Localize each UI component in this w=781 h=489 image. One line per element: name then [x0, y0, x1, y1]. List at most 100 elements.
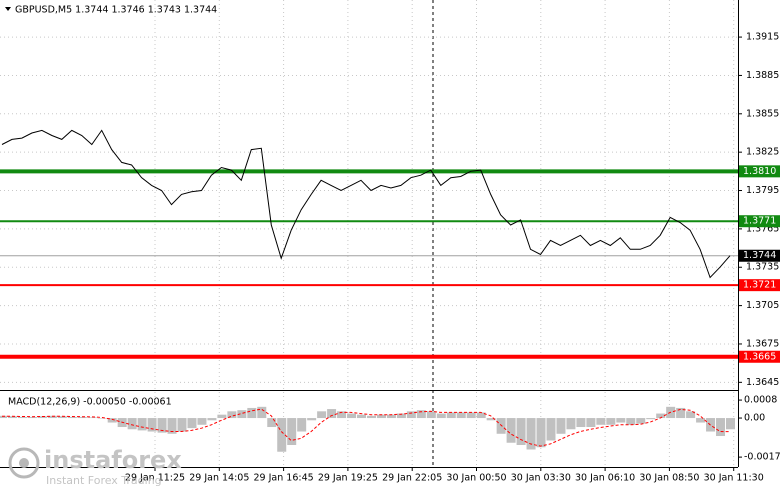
macd-bar	[596, 418, 606, 425]
macd-bar	[456, 412, 466, 419]
macd-bar	[127, 418, 137, 430]
level-label-box	[739, 165, 780, 178]
macd-bar	[386, 414, 396, 419]
macd-bar	[67, 416, 77, 419]
macd-bar	[217, 414, 227, 419]
macd-bar	[406, 411, 416, 419]
macd-bar	[247, 407, 257, 419]
macd-bar	[307, 418, 317, 421]
macd-bar	[0, 415, 7, 419]
macd-bar	[107, 418, 117, 423]
macd-bar	[227, 411, 237, 419]
macd-bar	[337, 411, 347, 419]
macd-bar	[396, 413, 406, 419]
x-tick-label: 30 Jan 03:30	[511, 473, 571, 484]
macd-bar	[197, 418, 207, 425]
macd-bar	[57, 416, 67, 419]
macd-bar	[27, 416, 37, 419]
level-label-box	[739, 350, 780, 363]
y-tick-label: 1.3705	[746, 300, 779, 311]
x-tick-label: 29 Jan 14:05	[189, 473, 249, 484]
level-label-box	[739, 215, 780, 228]
macd-bar	[656, 413, 666, 419]
chart-title: GBPUSD,M5 1.3744 1.3746 1.3743 1.3744	[15, 5, 217, 16]
y-tick-label: 1.3855	[746, 108, 779, 119]
macd-bar	[297, 418, 307, 432]
macd-bar	[516, 418, 526, 445]
macd-tick-label: 0.00	[744, 413, 765, 424]
macd-bar	[366, 415, 376, 419]
x-tick-label: 30 Jan 00:50	[446, 473, 506, 484]
x-tick-label: 30 Jan 08:50	[639, 473, 699, 484]
level-label: 1.3744	[743, 250, 776, 261]
macd-bar	[47, 415, 57, 419]
macd-bar	[77, 416, 87, 419]
macd-bar	[546, 418, 556, 441]
macd-bar	[716, 418, 726, 437]
macd-bar	[17, 416, 27, 419]
macd-bar	[97, 418, 107, 419]
macd-bar	[476, 412, 486, 419]
macd-signal	[2, 408, 731, 447]
macd-bar	[696, 418, 706, 423]
macd-bar	[506, 418, 516, 443]
macd-bar	[586, 418, 596, 428]
macd-bar	[626, 418, 636, 425]
y-tick-label: 1.3735	[746, 262, 779, 273]
x-tick-label: 29 Jan 11:25	[125, 473, 185, 484]
level-label-box	[739, 279, 780, 292]
x-tick-label: 30 Jan 11:30	[704, 473, 764, 484]
macd-bar	[556, 418, 566, 434]
x-tick-label: 29 Jan 19:25	[318, 473, 378, 484]
macd-bar	[536, 418, 546, 448]
price-line	[1, 129, 731, 279]
x-tick-label: 29 Jan 22:05	[382, 473, 442, 484]
y-tick-label: 1.3795	[746, 185, 779, 196]
y-tick-label: 1.3675	[746, 338, 779, 349]
macd-bar	[267, 418, 277, 428]
title-marker	[5, 7, 11, 11]
macd-bar	[726, 418, 735, 430]
macd-bar	[157, 418, 167, 433]
x-tick-label: 29 Jan 16:45	[254, 473, 314, 484]
macd-bar	[566, 418, 576, 430]
level-label: 1.3665	[743, 351, 776, 362]
x-tick-label: 30 Jan 06:10	[575, 473, 635, 484]
macd-bar	[376, 414, 386, 419]
macd-bar	[287, 418, 297, 445]
macd-bar	[616, 418, 626, 423]
macd-bar	[486, 418, 496, 421]
macd-bar	[147, 418, 157, 432]
y-tick-label: 1.3885	[746, 70, 779, 81]
macd-bar	[676, 407, 686, 419]
watermark: instaforex Instant Forex Trading	[8, 446, 182, 487]
y-tick-label: 1.3765	[746, 223, 779, 234]
macd-bar	[347, 413, 357, 419]
y-tick-label: 1.3825	[746, 147, 779, 158]
macd-bar	[87, 417, 97, 419]
macd-bar	[177, 418, 187, 432]
macd-bar	[167, 418, 177, 434]
macd-title: MACD(12,26,9) -0.00050 -0.00061	[8, 397, 172, 408]
macd-bar	[436, 413, 446, 419]
level-label: 1.3810	[743, 166, 776, 177]
macd-bar	[446, 412, 456, 419]
watermark-name: instaforex	[44, 446, 182, 474]
macd-bar	[606, 418, 616, 425]
logo-ring	[8, 447, 40, 479]
macd-bar	[357, 414, 367, 419]
macd-bar	[7, 416, 17, 419]
watermark-tagline: Instant Forex Trading	[46, 474, 162, 487]
macd-tick-label: 0.0008	[744, 395, 777, 406]
level-label: 1.3721	[743, 280, 776, 291]
macd-bar	[646, 418, 656, 420]
macd-bar	[137, 418, 147, 431]
macd-tick-label: -0.00174	[744, 452, 781, 463]
macd-bar	[636, 418, 646, 424]
macd-bar	[416, 410, 426, 419]
macd-bar	[466, 412, 476, 419]
macd-bar	[257, 406, 267, 419]
macd-bar	[277, 418, 287, 452]
y-tick-label: 1.3645	[746, 377, 779, 388]
